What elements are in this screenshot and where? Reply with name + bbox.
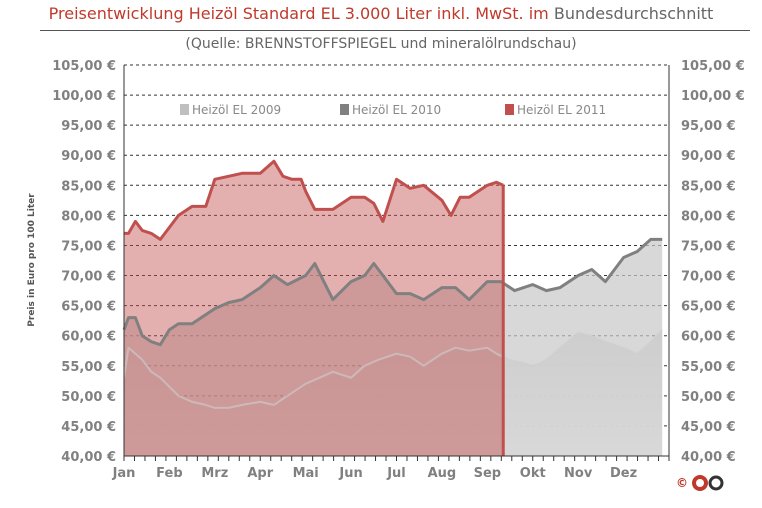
- y-tick-label-right: 70,00 €: [681, 270, 736, 285]
- x-tick-label: Feb: [156, 466, 182, 481]
- x-tick-label: Mai: [293, 466, 319, 481]
- y-tick-label-right: 105,00 €: [681, 59, 745, 74]
- area-heizöl-el-2011: [124, 161, 504, 456]
- y-tick-label-right: 45,00 €: [681, 420, 736, 435]
- line-heizöl-el-2009: [123, 329, 663, 409]
- x-tick-label: Jan: [112, 466, 136, 481]
- x-tick-label: Apr: [247, 466, 273, 481]
- y-tick-label-left: 100,00 €: [52, 89, 116, 104]
- y-tick-label-right: 85,00 €: [681, 179, 736, 194]
- chart-title: Preisentwicklung Heizöl Standard EL 3.00…: [0, 4, 762, 23]
- x-tick-label: Mrz: [201, 466, 228, 481]
- y-tick-label-right: 100,00 €: [681, 89, 745, 104]
- y-tick-label-right: 95,00 €: [681, 119, 736, 134]
- legend-entry: Heizöl EL 2009: [180, 103, 281, 117]
- chart-subtitle: (Quelle: BRENNSTOFFSPIEGEL und mineralöl…: [185, 36, 577, 52]
- legend-swatch: [340, 104, 349, 115]
- y-tick-label-left: 65,00 €: [61, 300, 116, 315]
- y-axis-label: Preis in Euro pro 100 Liter: [27, 193, 37, 327]
- y-tick-label-left: 75,00 €: [61, 239, 116, 254]
- y-tick-label-right: 75,00 €: [681, 239, 736, 254]
- y-tick-label-right: 90,00 €: [681, 149, 736, 164]
- legend-label: Heizöl EL 2009: [192, 103, 281, 117]
- y-tick-label-left: 80,00 €: [61, 209, 116, 224]
- y-tick-label-left: 45,00 €: [61, 420, 116, 435]
- y-tick-label-right: 50,00 €: [681, 390, 736, 405]
- y-tick-label-right: 80,00 €: [681, 209, 736, 224]
- x-tick-label: Sep: [474, 466, 502, 481]
- legend-swatch: [180, 104, 189, 115]
- y-tick-label-left: 95,00 €: [61, 119, 116, 134]
- x-tick-label: Aug: [428, 466, 457, 481]
- x-tick-label: Dez: [610, 466, 637, 481]
- copyright-symbol: ©: [676, 476, 688, 490]
- y-tick-label-right: 55,00 €: [681, 360, 736, 375]
- legend-label: Heizöl EL 2010: [352, 103, 441, 117]
- x-tick-label: Nov: [564, 466, 593, 481]
- legend-entry: Heizöl EL 2011: [505, 103, 606, 117]
- legend-label: Heizöl EL 2011: [517, 103, 606, 117]
- legend-entry: Heizöl EL 2010: [340, 103, 441, 117]
- y-tick-label-left: 60,00 €: [61, 330, 116, 345]
- line-heizöl-el-2010: [122, 237, 663, 347]
- x-tick-label: Okt: [520, 466, 546, 481]
- y-tick-label-left: 50,00 €: [61, 390, 116, 405]
- logo-inner-icon: [696, 479, 704, 487]
- y-tick-label-right: 40,00 €: [681, 450, 736, 465]
- y-tick-label-left: 85,00 €: [61, 179, 116, 194]
- y-tick-label-left: 105,00 €: [52, 59, 116, 74]
- legend-swatch: [505, 104, 514, 115]
- copyright-logo: ©: [676, 475, 724, 491]
- logo-o-icon: [708, 475, 724, 491]
- y-tick-label-left: 55,00 €: [61, 360, 116, 375]
- y-tick-label-right: 65,00 €: [681, 300, 736, 315]
- title-divider: [40, 30, 750, 31]
- x-tick-label: Jun: [338, 466, 362, 481]
- x-tick-label: Jul: [386, 466, 406, 481]
- line-heizöl-el-2011: [124, 159, 504, 241]
- y-tick-label-right: 60,00 €: [681, 330, 736, 345]
- chart-title-part1: Preisentwicklung Heizöl Standard EL 3.00…: [48, 4, 549, 23]
- y-tick-label-left: 70,00 €: [61, 270, 116, 285]
- y-tick-label-left: 90,00 €: [61, 149, 116, 164]
- y-tick-label-left: 40,00 €: [61, 450, 116, 465]
- chart-title-part2: Bundesdurchschnitt: [553, 4, 714, 23]
